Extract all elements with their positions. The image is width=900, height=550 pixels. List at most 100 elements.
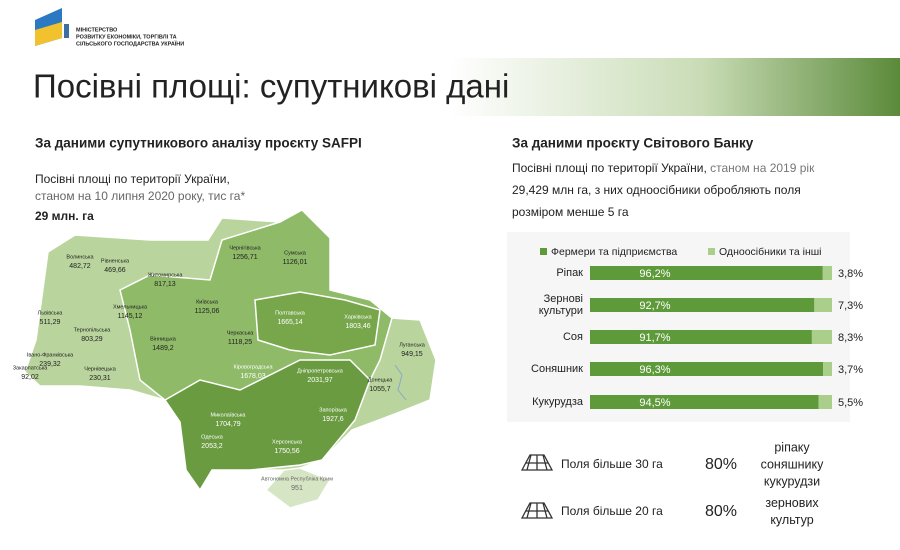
region-name: Луганська bbox=[399, 342, 426, 348]
region-name: Кіровоградська bbox=[234, 364, 274, 370]
value-label: 5,5% bbox=[838, 397, 863, 409]
region-value: 2053,2 bbox=[201, 443, 223, 450]
right-line: 29,429 млн га, з них одноосібники обробл… bbox=[512, 183, 801, 197]
value-label: 3,7% bbox=[838, 364, 863, 376]
region-name: Чернігівська bbox=[229, 245, 261, 251]
region-value: 951 bbox=[291, 485, 303, 492]
left-line: станом на 10 липня 2020 року, тис га* bbox=[35, 189, 245, 203]
bar-segment bbox=[590, 395, 819, 409]
region-name: Житомирська bbox=[148, 272, 184, 278]
region-value: 511,29 bbox=[40, 319, 61, 326]
region-name: Івано-Франківська bbox=[27, 352, 74, 358]
value-label: 96,3% bbox=[639, 364, 670, 376]
region-value: 1750,56 bbox=[274, 448, 299, 455]
bar-segment bbox=[590, 298, 815, 312]
ministry-line: РОЗВИТКУ ЕКОНОМІКИ, ТОРГІВЛІ ТА bbox=[76, 34, 177, 40]
region-name: Вінницька bbox=[150, 336, 177, 342]
legend-label: Одноосібники та інші bbox=[719, 246, 822, 258]
bar-segment bbox=[814, 298, 832, 312]
value-label: 91,7% bbox=[639, 332, 670, 344]
right-line: Посівні площі по території України, стан… bbox=[512, 161, 815, 175]
ministry-line: МІНІСТЕРСТВО bbox=[76, 27, 118, 33]
map bbox=[24, 209, 437, 509]
region-value: 1126,01 bbox=[283, 259, 308, 266]
legend-swatch bbox=[708, 248, 715, 255]
value-label: 92,7% bbox=[639, 300, 670, 312]
region-value: 1055,7 bbox=[369, 386, 391, 393]
region-value: 949,15 bbox=[401, 351, 423, 358]
value-label: 96,2% bbox=[639, 268, 670, 280]
category-label-box: Ріпак bbox=[556, 267, 583, 279]
value-label: 7,3% bbox=[838, 300, 863, 312]
region-name: Полтавська bbox=[275, 310, 306, 316]
region-value: 1118,25 bbox=[228, 339, 252, 346]
bar-segment bbox=[811, 330, 832, 344]
region-name: Донецька bbox=[368, 377, 393, 383]
region-value: 1927,6 bbox=[322, 416, 344, 423]
region-name: Одеська bbox=[201, 434, 224, 440]
bar-segment bbox=[818, 395, 832, 409]
legend-swatch bbox=[540, 248, 547, 255]
value-label: 94,5% bbox=[639, 397, 670, 409]
field-label: Поля більше 20 га bbox=[561, 504, 663, 518]
region-name: Черкаська bbox=[227, 330, 255, 336]
region-value: 1803,46 bbox=[345, 323, 370, 330]
value-label: 8,3% bbox=[838, 332, 863, 344]
left-heading: За даними супутникового аналізу проєкту … bbox=[35, 136, 362, 151]
field-icon bbox=[520, 454, 554, 519]
field-percent: 80% bbox=[705, 503, 737, 520]
region-name: Волинська bbox=[66, 254, 94, 260]
region-value: 1145,12 bbox=[118, 313, 143, 320]
category-label: Соя bbox=[562, 331, 583, 343]
region-value: 1125,06 bbox=[195, 308, 220, 315]
region-value: 2031,97 bbox=[307, 377, 332, 384]
region-name: Миколаївська bbox=[211, 412, 247, 418]
region-value: 1256,71 bbox=[232, 254, 257, 261]
category-label: Ріпак bbox=[556, 267, 583, 279]
category-label: Зернові культури bbox=[538, 293, 583, 317]
field-crop: зернових bbox=[765, 496, 819, 510]
region-value: 230,31 bbox=[89, 375, 111, 382]
region-name: Запорізька bbox=[319, 407, 348, 413]
bar-segment bbox=[590, 362, 824, 376]
field-crop: культур bbox=[770, 513, 813, 527]
bar-segment bbox=[823, 362, 832, 376]
page-title: Посівні площі: супутникові дані bbox=[33, 68, 509, 105]
field-crop: ріпаку bbox=[774, 440, 810, 454]
right-heading: За даними проєкту Світового Банку bbox=[512, 136, 754, 151]
title-band bbox=[0, 58, 900, 116]
region-name: Чернівецька bbox=[84, 366, 117, 372]
region-value: 92,02 bbox=[21, 374, 39, 381]
region-name: Закарпатська bbox=[13, 365, 49, 371]
region-name: Хмельницька bbox=[113, 304, 148, 310]
region-name: Рівненська bbox=[101, 258, 130, 264]
region-value: 1704,79 bbox=[215, 421, 240, 428]
bar-segment bbox=[590, 266, 823, 280]
field-crop: кукурудзи bbox=[764, 474, 820, 488]
region-name: Дніпропетровська bbox=[297, 368, 344, 374]
region-name: Херсонська bbox=[272, 439, 303, 445]
region-value: 482,72 bbox=[69, 263, 91, 270]
region-name: Тернопільська bbox=[74, 327, 112, 333]
legend-label: Фермери та підприємства bbox=[551, 246, 677, 258]
category-label-box: Кукурудза bbox=[532, 396, 583, 408]
chart-panel bbox=[507, 232, 850, 422]
right-line-part: Посівні площі по території України, bbox=[512, 161, 707, 175]
logo bbox=[35, 8, 69, 46]
region-value: 817,13 bbox=[154, 281, 176, 288]
region-value: 1665,14 bbox=[277, 319, 302, 326]
region-name: Автономна Республіка Крим bbox=[261, 476, 333, 482]
left-line: Посівні площі по території України, bbox=[35, 172, 230, 186]
region-value: 239,32 bbox=[39, 361, 61, 368]
bar-segment bbox=[590, 330, 812, 344]
region-name: Сумська bbox=[284, 250, 307, 256]
region-value: 1678,03 bbox=[240, 373, 265, 380]
category-label-box: Зернові культури bbox=[538, 293, 583, 317]
field-percent: 80% bbox=[705, 456, 737, 473]
right-line-part: станом на 2019 рік bbox=[710, 161, 815, 175]
category-label: Соняшник bbox=[531, 363, 583, 375]
category-label-box: Соя bbox=[562, 331, 583, 343]
field-label: Поля більше 30 га bbox=[561, 457, 663, 471]
field-crop: соняшнику bbox=[761, 457, 825, 471]
